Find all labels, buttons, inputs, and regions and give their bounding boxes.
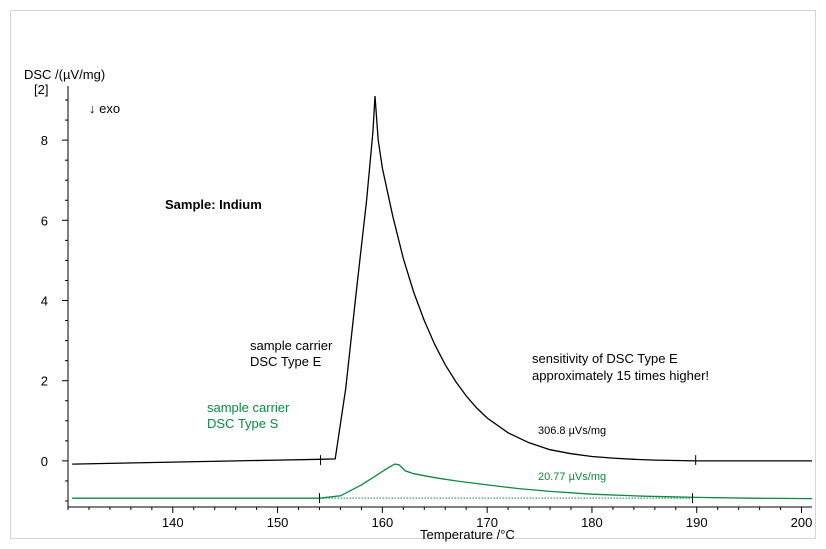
y-tick-label: 6 (41, 213, 48, 228)
type-s-peak-area: 20.77 µVs/mg (538, 471, 606, 483)
y-tick-label: 2 (41, 374, 48, 389)
y-tick-label: 4 (41, 294, 48, 309)
y-tick-label: 0 (41, 454, 48, 469)
sensitivity-note-line1: sensitivity of DSC Type E (532, 351, 678, 366)
chart-title: Sample: Indium (165, 197, 262, 212)
x-ticks: 140 150 160 170 180 190 200 (67, 507, 813, 530)
series-type-e-line (72, 95, 812, 465)
x-tick-label: 160 (372, 515, 394, 530)
sensitivity-note-line2: approximately 15 times higher! (532, 368, 709, 383)
y-axis-label-index: [2] (34, 82, 48, 97)
exo-direction-label: ↓ exo (89, 101, 120, 116)
x-tick-label: 150 (267, 515, 289, 530)
type-e-peak-area: 306.8 µVs/mg (538, 425, 606, 437)
type-s-label-line2: DSC Type S (207, 416, 279, 431)
type-e-label-line2: DSC Type E (250, 354, 322, 369)
type-e-label-line1: sample carrier (250, 338, 333, 353)
x-tick-label: 170 (476, 515, 498, 530)
series-type-s-line (72, 463, 813, 500)
y-tick-label: 8 (41, 133, 48, 148)
x-tick-label: 190 (686, 515, 708, 530)
x-tick-label: 200 (791, 515, 813, 530)
x-tick-label: 140 (162, 515, 184, 530)
type-s-label-line1: sample carrier (207, 400, 290, 415)
x-axis-label: Temperature /°C (420, 527, 515, 542)
chart-frame (10, 10, 816, 539)
baseline-markers (318, 455, 697, 504)
x-tick-label: 180 (581, 515, 603, 530)
y-ticks: 0 2 4 6 8 (41, 99, 68, 502)
y-axis-label: DSC /(µV/mg) (24, 67, 105, 82)
